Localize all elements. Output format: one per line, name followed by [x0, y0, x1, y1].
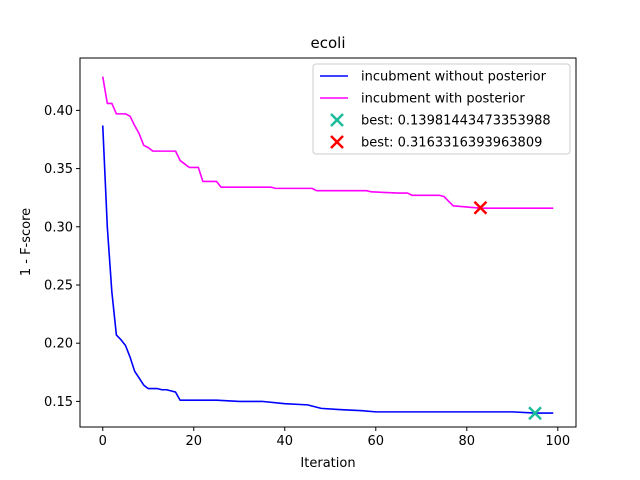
y-axis-label: 1 - F-score [19, 208, 34, 276]
x-axis-label: Iteration [300, 456, 355, 471]
legend-label: incubment with posterior [361, 92, 525, 107]
series-line-1 [101, 76, 554, 209]
best-marker-3 [473, 200, 488, 215]
x-tick-label: 80 [459, 434, 476, 449]
legend-item-0: incubment without posterior [320, 70, 547, 85]
legend-item-3: best: 0.3163316393963809 [330, 135, 542, 151]
legend-label: best: 0.3163316393963809 [361, 136, 542, 151]
plot-area: 0 20 40 60 80 100 0.15 0.20 0.25 0.30 0.35 0.40 [44, 57, 577, 449]
x-tick-label: 60 [368, 434, 385, 449]
legend-item-2: best: 0.13981443473353988 [330, 113, 551, 129]
series-line-0 [101, 125, 554, 414]
x-tick-label: 40 [276, 434, 293, 449]
legend: incubment without posterior incubment wit… [312, 63, 571, 155]
x-tick-label: 20 [185, 434, 202, 449]
y-tick-label: 0.20 [44, 337, 73, 352]
marker-stroke [528, 406, 542, 421]
legend-item-1: incubment with posterior [320, 92, 525, 107]
legend-swatch-marker [330, 113, 344, 127]
x-tick-label: 0 [99, 434, 107, 449]
chart-title: ecoli [311, 34, 346, 52]
legend-box [312, 63, 571, 155]
legend-swatch-marker [330, 135, 344, 149]
axes-frame [79, 57, 577, 428]
x-tick-label: 100 [545, 434, 570, 449]
best-marker-2 [528, 406, 542, 421]
legend-label: incubment without posterior [361, 70, 547, 85]
y-tick-label: 0.25 [44, 278, 73, 293]
y-tick-label: 0.30 [44, 220, 73, 235]
legend-label: best: 0.13981443473353988 [361, 114, 551, 129]
y-tick-label: 0.40 [44, 104, 73, 119]
marker-stroke [473, 200, 488, 215]
y-tick-label: 0.35 [44, 162, 73, 177]
y-tick-label: 0.15 [44, 395, 73, 410]
